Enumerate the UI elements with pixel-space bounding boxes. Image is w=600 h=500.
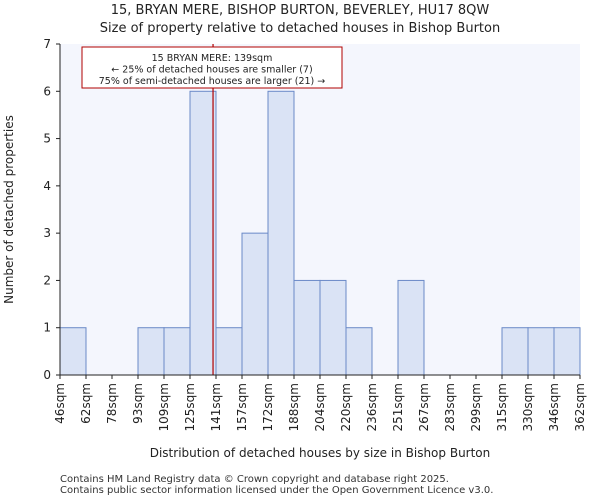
bar-141sqm — [215, 327, 243, 376]
annotation-line-2: ← 25% of detached houses are smaller (7) — [111, 65, 312, 76]
bar-93sqm — [137, 327, 165, 376]
y-tick-label: 6 — [43, 84, 51, 98]
y-tick-label: 5 — [43, 132, 51, 146]
bar-346sqm — [553, 327, 581, 376]
x-tick-label: 283sqm — [443, 383, 457, 431]
x-tick-label: 315sqm — [495, 383, 509, 431]
x-tick-label: 93sqm — [131, 383, 145, 424]
annotation-line-3: 75% of semi-detached houses are larger (… — [99, 76, 326, 87]
bar-172sqm — [267, 90, 295, 376]
y-tick-label: 0 — [43, 368, 51, 382]
footer-copyright: Contains HM Land Registry data © Crown c… — [60, 474, 449, 485]
bar-204sqm — [319, 279, 347, 376]
bar-251sqm — [397, 279, 425, 376]
x-tick-label: 330sqm — [521, 383, 535, 431]
y-tick-label: 7 — [43, 37, 51, 51]
bar-220sqm — [345, 327, 373, 376]
x-tick-label: 141sqm — [209, 383, 223, 431]
x-tick-label: 236sqm — [365, 383, 379, 431]
y-tick-label: 3 — [43, 226, 51, 240]
x-tick-label: 46sqm — [53, 383, 67, 424]
bar-125sqm — [189, 90, 217, 376]
bar-188sqm — [293, 279, 321, 376]
bar-330sqm — [527, 327, 555, 376]
bar-chart: 0 1 2 3 4 5 6 7 46sqm 62sqm 78sqm 93sqm 109sqm 125sqm… — [2, 37, 587, 460]
x-tick-label: 204sqm — [313, 383, 327, 431]
x-tick-label: 62sqm — [79, 383, 93, 424]
x-tick-label: 251sqm — [391, 383, 405, 431]
x-tick-label: 125sqm — [183, 383, 197, 431]
y-tick-label: 4 — [43, 179, 51, 193]
x-tick-label: 188sqm — [287, 383, 301, 431]
y-axis-title: Number of detached properties — [2, 115, 16, 304]
footer-licence: Contains public sector information licen… — [60, 485, 494, 496]
bar-46sqm — [59, 327, 87, 376]
bar-157sqm — [241, 232, 269, 376]
bar-109sqm — [163, 327, 191, 376]
x-tick-label: 362sqm — [573, 383, 587, 431]
x-tick-label: 346sqm — [547, 383, 561, 431]
x-tick-label: 267sqm — [417, 383, 431, 431]
x-tick-label: 299sqm — [469, 383, 483, 431]
x-tick-label: 157sqm — [235, 383, 249, 431]
x-axis-title: Distribution of detached houses by size … — [150, 446, 491, 460]
x-tick-label: 172sqm — [261, 383, 275, 431]
x-tick-label: 220sqm — [339, 383, 353, 431]
y-tick-label: 2 — [43, 273, 51, 287]
bar-315sqm — [501, 327, 529, 376]
x-tick-label: 78sqm — [105, 383, 119, 424]
chart-title: Size of property relative to detached ho… — [99, 21, 501, 36]
y-tick-label: 1 — [43, 321, 51, 335]
chart-title-address: 15, BRYAN MERE, BISHOP BURTON, BEVERLEY,… — [110, 3, 490, 18]
annotation-line-1: 15 BRYAN MERE: 139sqm — [152, 53, 273, 64]
annotation-box — [81, 46, 343, 89]
x-tick-label: 109sqm — [157, 383, 171, 431]
